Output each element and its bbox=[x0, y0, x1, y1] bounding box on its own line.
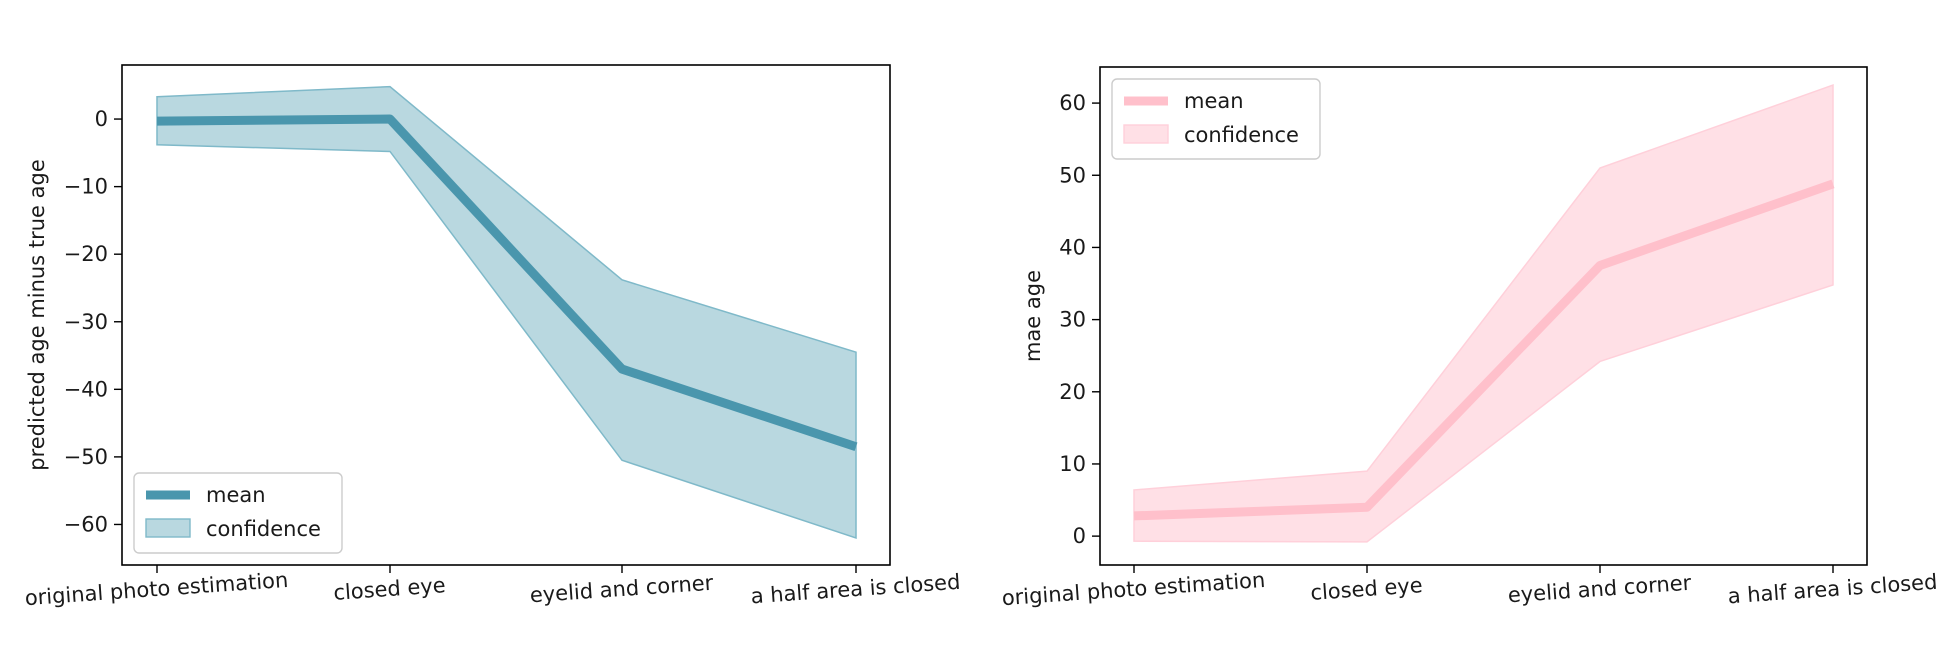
y-tick-label: −50 bbox=[64, 445, 108, 469]
y-tick-label: −30 bbox=[64, 310, 108, 334]
legend-confidence-swatch bbox=[146, 519, 190, 537]
y-axis-label: mae age bbox=[1021, 270, 1045, 362]
x-tick-label: eyelid and corner bbox=[529, 571, 714, 608]
x-tick-label: closed eye bbox=[1310, 573, 1424, 605]
x-tick-label: a half area is closed bbox=[750, 570, 961, 609]
y-tick-label: 0 bbox=[1073, 524, 1086, 548]
legend-mean-label: mean bbox=[206, 483, 266, 507]
legend: mean confidence bbox=[1112, 79, 1320, 159]
legend-confidence-label: confidence bbox=[206, 517, 321, 541]
legend: mean confidence bbox=[134, 473, 342, 553]
x-tick-label: eyelid and corner bbox=[1507, 571, 1692, 608]
y-tick-label: 40 bbox=[1059, 235, 1086, 259]
x-tick-label: original photo estimation bbox=[24, 568, 289, 610]
x-tick-label: a half area is closed bbox=[1727, 570, 1938, 609]
y-axis-label: predicted age minus true age bbox=[25, 159, 49, 471]
chart-1: 0 −10 −20 −30 −40 −50 −60 original photo estima… bbox=[24, 65, 961, 610]
y-tick-label: 30 bbox=[1059, 308, 1086, 332]
confidence-band bbox=[157, 87, 856, 538]
x-tick-label: original photo estimation bbox=[1001, 568, 1266, 610]
y-tick-label: 20 bbox=[1059, 380, 1086, 404]
y-tick-label: 60 bbox=[1059, 91, 1086, 115]
legend-confidence-swatch bbox=[1124, 125, 1168, 143]
y-tick-label: −60 bbox=[64, 512, 108, 536]
y-tick-label: −10 bbox=[64, 175, 108, 199]
y-tick-label: 10 bbox=[1059, 452, 1086, 476]
y-tick-label: −40 bbox=[64, 377, 108, 401]
x-tick-label: closed eye bbox=[333, 573, 447, 605]
y-tick-label: −20 bbox=[64, 242, 108, 266]
y-tick-label: 0 bbox=[95, 107, 108, 131]
legend-mean-label: mean bbox=[1184, 89, 1244, 113]
legend-confidence-label: confidence bbox=[1184, 123, 1299, 147]
y-tick-label: 50 bbox=[1059, 163, 1086, 187]
chart-2: 0 10 20 30 40 50 60 original photo estimation cl… bbox=[1001, 67, 1938, 610]
